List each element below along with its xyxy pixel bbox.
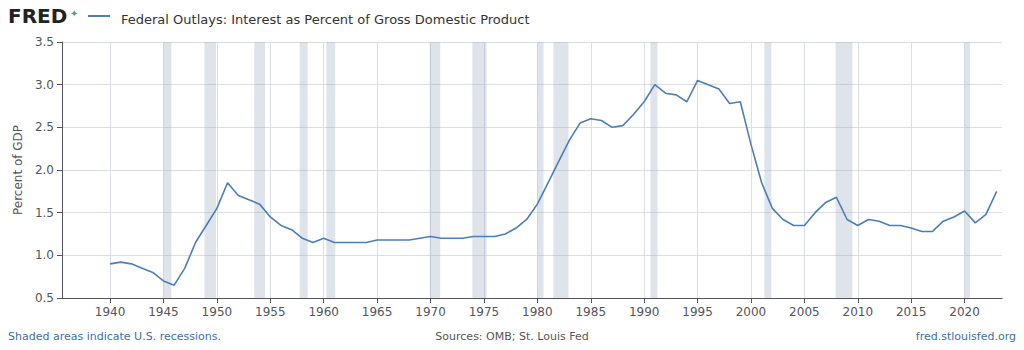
svg-text:1955: 1955 bbox=[255, 305, 286, 319]
svg-text:2005: 2005 bbox=[789, 305, 820, 319]
svg-text:1980: 1980 bbox=[522, 305, 553, 319]
svg-text:FRED: FRED bbox=[8, 4, 67, 28]
svg-text:Federal Outlays: Interest as P: Federal Outlays: Interest as Percent of … bbox=[121, 12, 530, 27]
svg-text:1.0: 1.0 bbox=[35, 248, 54, 262]
svg-text:Sources: OMB; St. Louis Fed: Sources: OMB; St. Louis Fed bbox=[435, 330, 588, 343]
svg-text:2.0: 2.0 bbox=[35, 163, 54, 177]
svg-text:Shaded areas indicate U.S. rec: Shaded areas indicate U.S. recessions. bbox=[8, 330, 221, 343]
svg-text:✦: ✦ bbox=[70, 8, 78, 19]
svg-text:0.5: 0.5 bbox=[35, 291, 54, 305]
svg-text:fred.stlouisfed.org: fred.stlouisfed.org bbox=[916, 330, 1016, 343]
svg-text:1970: 1970 bbox=[415, 305, 446, 319]
svg-text:1990: 1990 bbox=[629, 305, 660, 319]
svg-text:1950: 1950 bbox=[202, 305, 233, 319]
svg-text:Percent of GDP: Percent of GDP bbox=[11, 125, 25, 215]
svg-text:1945: 1945 bbox=[148, 305, 179, 319]
svg-text:1960: 1960 bbox=[308, 305, 339, 319]
svg-text:3.0: 3.0 bbox=[35, 78, 54, 92]
svg-text:1.5: 1.5 bbox=[35, 206, 54, 220]
svg-text:3.5: 3.5 bbox=[35, 35, 54, 49]
svg-text:2010: 2010 bbox=[843, 305, 874, 319]
svg-text:1940: 1940 bbox=[95, 305, 126, 319]
svg-text:2.5: 2.5 bbox=[35, 120, 54, 134]
svg-text:1995: 1995 bbox=[682, 305, 713, 319]
svg-text:1965: 1965 bbox=[362, 305, 393, 319]
svg-text:2000: 2000 bbox=[736, 305, 767, 319]
svg-text:2015: 2015 bbox=[896, 305, 927, 319]
svg-text:1975: 1975 bbox=[469, 305, 500, 319]
svg-text:2020: 2020 bbox=[949, 305, 980, 319]
svg-text:1985: 1985 bbox=[575, 305, 606, 319]
